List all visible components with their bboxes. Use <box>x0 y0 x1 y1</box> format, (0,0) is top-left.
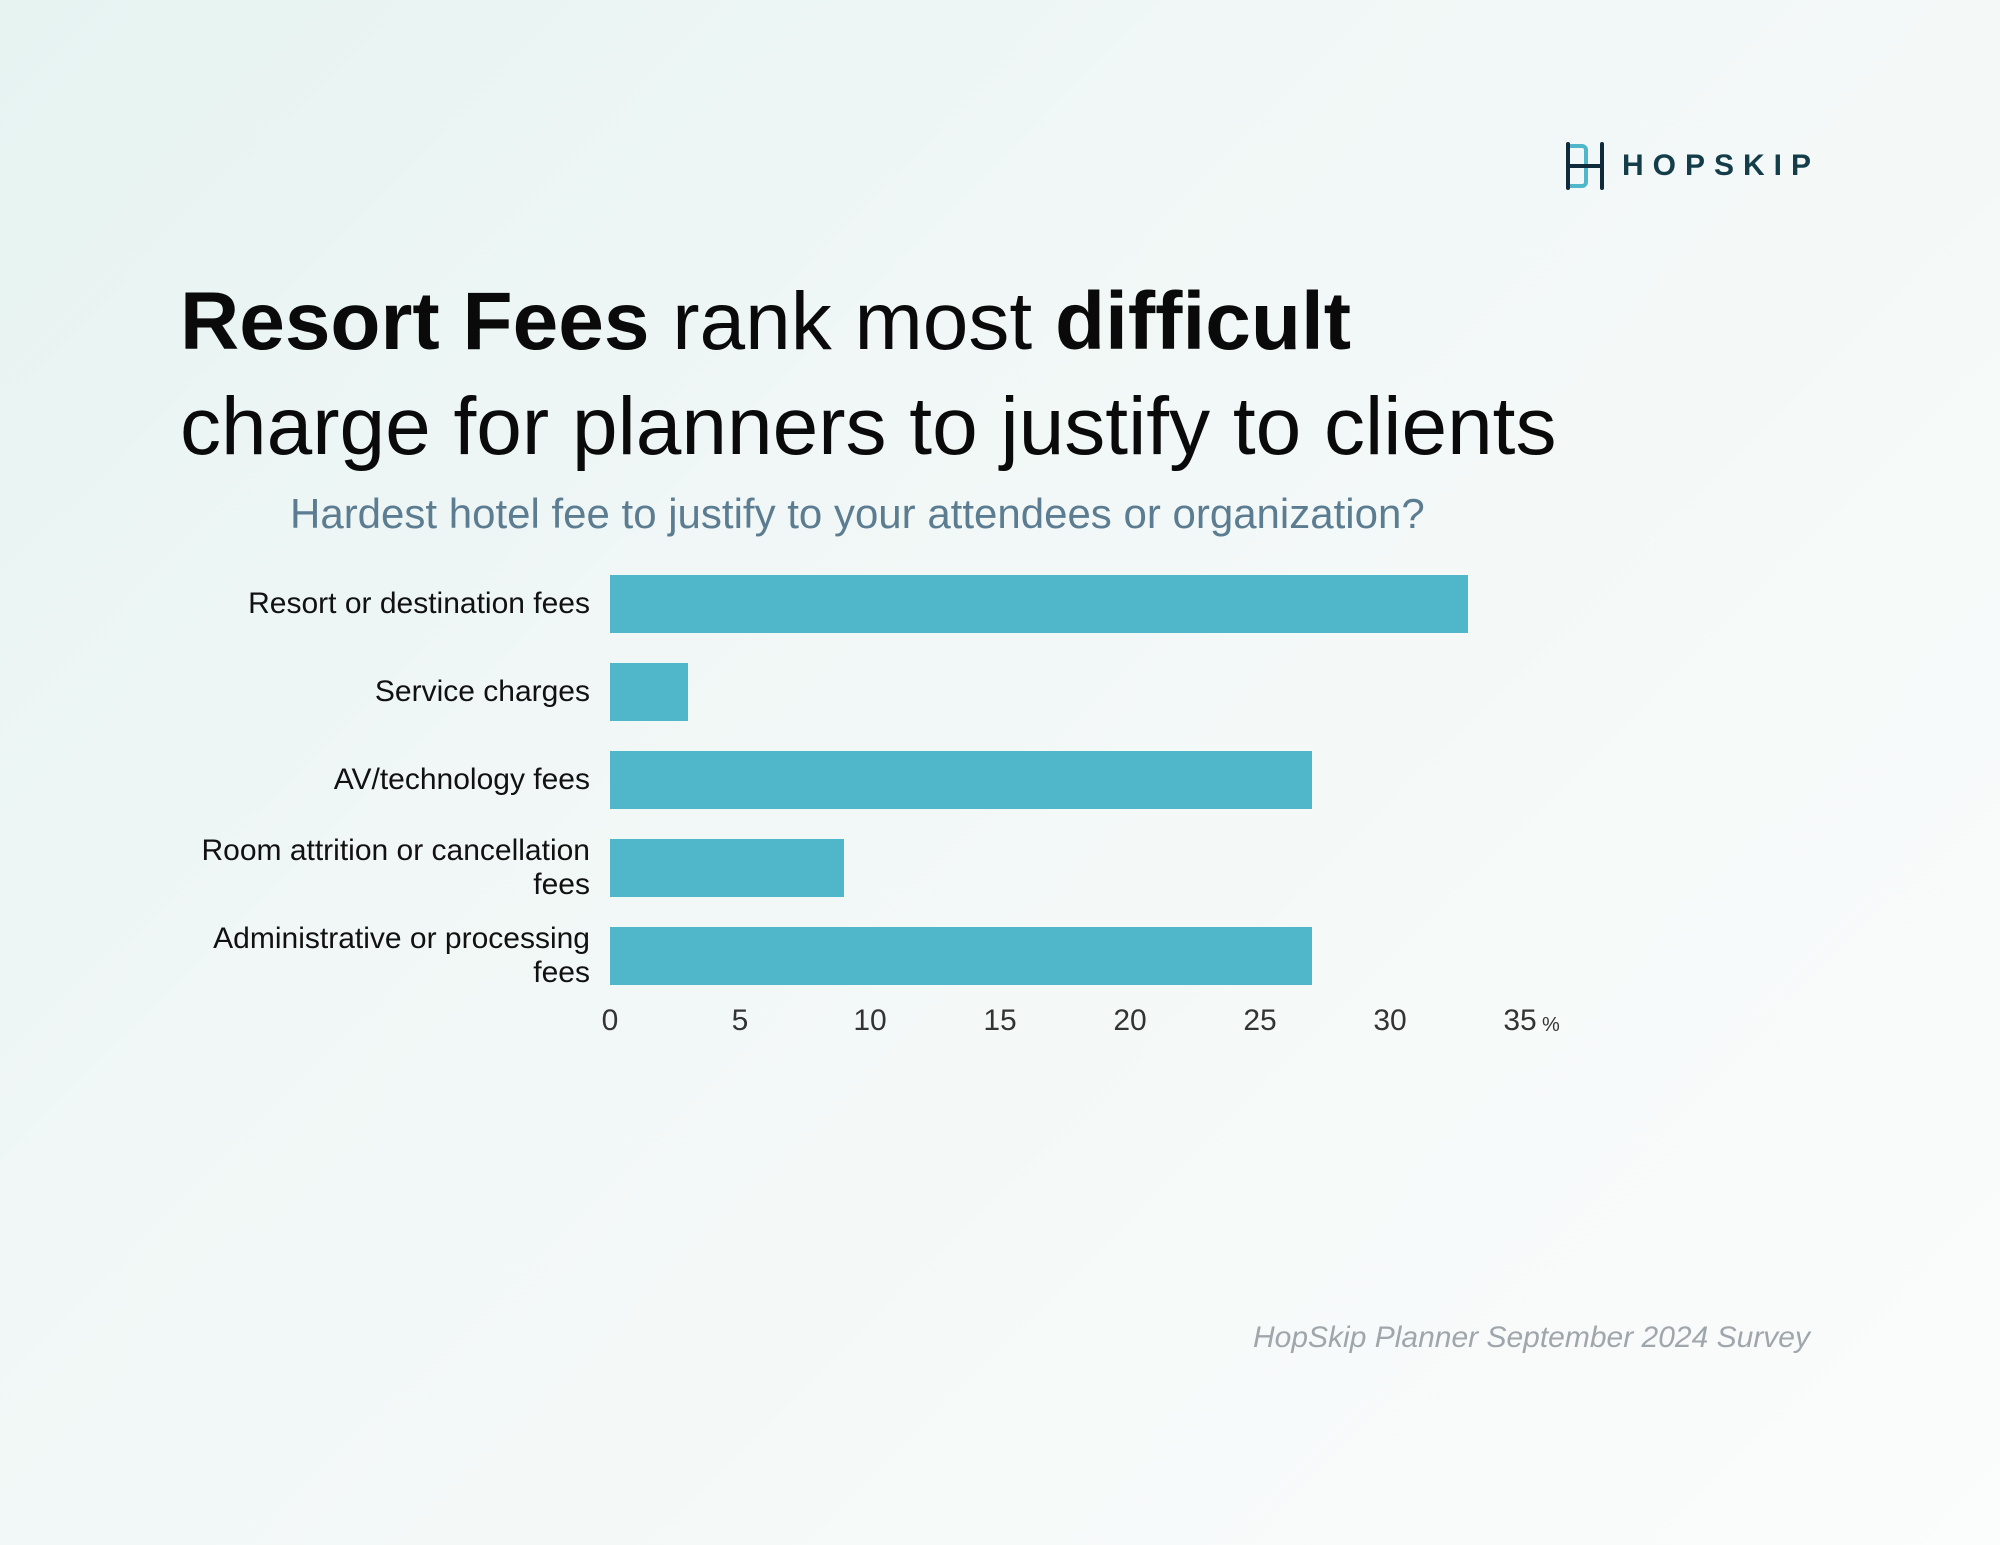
headline-line2: charge for planners to justify to client… <box>180 381 1556 472</box>
category-label: Room attrition or cancellation fees <box>160 834 610 902</box>
bar <box>610 663 688 721</box>
bar-track <box>610 839 1520 897</box>
headline-mid: rank most <box>649 276 1055 367</box>
chart-subtitle: Hardest hotel fee to justify to your att… <box>290 490 1425 538</box>
x-tick: 15 <box>983 1004 1016 1038</box>
x-tick: 5 <box>732 1004 749 1038</box>
category-label: AV/technology fees <box>160 763 610 797</box>
x-tick: 25 <box>1243 1004 1276 1038</box>
bar <box>610 575 1468 633</box>
x-axis: 05101520253035% <box>160 1004 1520 1044</box>
x-tick: 20 <box>1113 1004 1146 1038</box>
headline-bold-2: difficult <box>1055 276 1351 367</box>
bar-chart: Resort or destination fees Service charge… <box>160 560 1520 1044</box>
x-tick: 35 <box>1503 1004 1536 1038</box>
logo-mark-icon <box>1562 140 1608 192</box>
headline: Resort Fees rank most difficult charge f… <box>180 270 1820 480</box>
x-tick: 10 <box>853 1004 886 1038</box>
chart-row: Resort or destination fees <box>160 560 1520 648</box>
bar-track <box>610 575 1520 633</box>
source-attribution: HopSkip Planner September 2024 Survey <box>1253 1321 1810 1355</box>
chart-row: Service charges <box>160 648 1520 736</box>
bar <box>610 927 1312 985</box>
bar <box>610 751 1312 809</box>
category-label: Service charges <box>160 675 610 709</box>
chart-row: Administrative or processing fees <box>160 912 1520 1000</box>
brand-name: HOPSKIP <box>1622 149 1820 183</box>
brand-logo: HOPSKIP <box>1562 140 1820 192</box>
chart-row: Room attrition or cancellation fees <box>160 824 1520 912</box>
bar-track <box>610 751 1520 809</box>
x-tick: 30 <box>1373 1004 1406 1038</box>
x-tick: 0 <box>602 1004 619 1038</box>
x-axis-unit: % <box>1542 1014 1560 1037</box>
category-label: Administrative or processing fees <box>160 922 610 990</box>
bar-track <box>610 927 1520 985</box>
category-label: Resort or destination fees <box>160 587 610 621</box>
headline-bold-1: Resort Fees <box>180 276 649 367</box>
bar-track <box>610 663 1520 721</box>
chart-row: AV/technology fees <box>160 736 1520 824</box>
bar <box>610 839 844 897</box>
